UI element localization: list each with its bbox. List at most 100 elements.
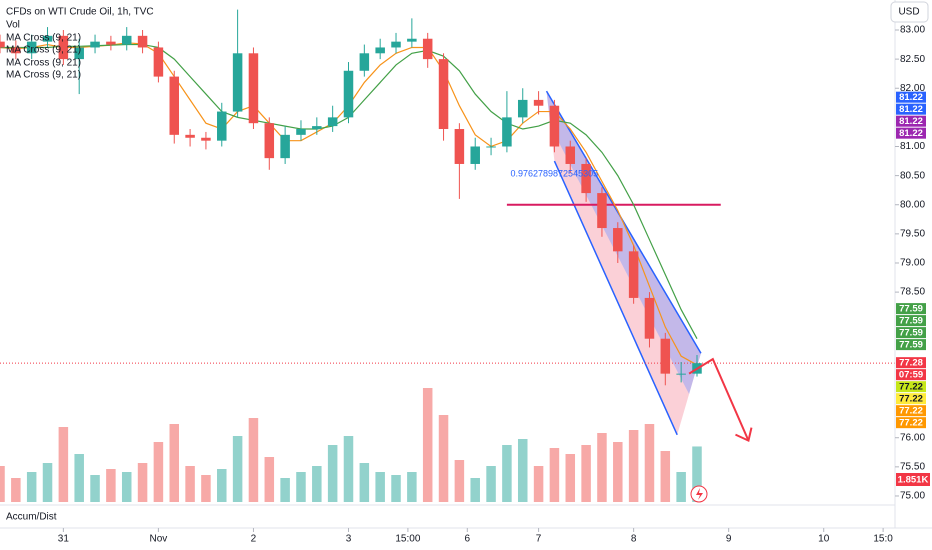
candle-body bbox=[470, 146, 480, 164]
volume-bar bbox=[676, 472, 686, 502]
x-tick-label: 6 bbox=[465, 534, 471, 545]
price-tag bbox=[896, 381, 926, 393]
volume-bar bbox=[407, 472, 417, 502]
y-tick-label: 79.50 bbox=[900, 229, 925, 240]
volume-bar bbox=[660, 451, 671, 502]
price-tag-label: 77.22 bbox=[899, 382, 923, 393]
volume-bar bbox=[26, 472, 37, 502]
volume-bar bbox=[565, 454, 576, 502]
volume-bar bbox=[58, 427, 69, 502]
candle-body bbox=[74, 47, 84, 60]
candle-body bbox=[264, 123, 275, 159]
candle-body bbox=[581, 163, 591, 194]
volume-bar bbox=[327, 445, 338, 502]
arrow-head bbox=[735, 427, 753, 443]
volume-bar bbox=[121, 472, 132, 502]
x-tick-label: 15:00 bbox=[395, 534, 420, 545]
volume-bar bbox=[438, 415, 449, 502]
volume-bar bbox=[628, 430, 639, 502]
candle-body bbox=[422, 38, 433, 60]
volume-bar bbox=[533, 466, 544, 502]
annotation: 0.9762789872545305 bbox=[511, 168, 599, 178]
candle-body bbox=[90, 41, 100, 48]
volume-bar bbox=[264, 457, 275, 502]
volume-bar bbox=[359, 463, 370, 502]
price-tag-label: 81.22 bbox=[899, 92, 923, 103]
candle-body bbox=[676, 373, 686, 375]
legend-entry: Vol bbox=[6, 20, 20, 31]
price-tag-label: 81.22 bbox=[899, 128, 923, 139]
volume-bar bbox=[502, 445, 512, 502]
arrow bbox=[688, 357, 750, 442]
y-tick-label: 81.00 bbox=[900, 141, 925, 152]
volume-bar bbox=[581, 445, 591, 502]
price-tag-label: 77.59 bbox=[899, 340, 923, 351]
volume-bar bbox=[42, 463, 53, 502]
x-tick-label: 3 bbox=[346, 534, 352, 545]
alert-bolt bbox=[696, 488, 703, 500]
candle-body bbox=[26, 41, 37, 54]
price-tag bbox=[896, 405, 926, 417]
y-tick-label: 78.50 bbox=[900, 287, 925, 298]
candle-body bbox=[106, 41, 116, 45]
volume-bar bbox=[201, 475, 211, 502]
y-tick-label: 79.00 bbox=[900, 258, 925, 269]
chart-title: CFDs on WTI Crude Oil, 1h, TVC bbox=[6, 7, 154, 18]
volume-bar bbox=[517, 439, 528, 502]
candle-body bbox=[169, 76, 179, 135]
volume-bar bbox=[11, 478, 21, 502]
x-tick-label: 9 bbox=[726, 534, 732, 545]
volume-bar bbox=[613, 442, 623, 502]
candle-body bbox=[549, 105, 560, 147]
volume-bar bbox=[692, 446, 702, 502]
candle-body bbox=[375, 47, 385, 54]
currency-box[interactable] bbox=[890, 1, 929, 23]
candle-body bbox=[391, 41, 401, 48]
price-tag bbox=[896, 315, 926, 327]
candle-body bbox=[232, 53, 243, 112]
price-tag bbox=[896, 339, 926, 351]
candle-body bbox=[407, 38, 417, 42]
candle-body bbox=[312, 126, 322, 130]
price-tag-label: 77.59 bbox=[899, 304, 923, 315]
price-tag-label: 77.28 bbox=[899, 358, 923, 369]
candle-body bbox=[486, 146, 496, 148]
candle-body bbox=[628, 251, 639, 298]
pane-label: Accum/Dist bbox=[6, 512, 57, 523]
price-tag bbox=[896, 357, 926, 369]
price-tag-label: 77.22 bbox=[899, 394, 923, 405]
candle-body bbox=[185, 134, 195, 138]
x-tick-label: 15:0 bbox=[873, 534, 893, 545]
candle-body bbox=[217, 111, 227, 141]
volume-tag bbox=[896, 473, 930, 486]
x-tick-label: Nov bbox=[150, 534, 168, 545]
volume-bar bbox=[375, 472, 385, 502]
volume-bar bbox=[280, 478, 290, 502]
price-tag bbox=[896, 127, 926, 139]
volume-bar bbox=[343, 436, 354, 502]
legend-entry: MA Cross (9, 21) bbox=[6, 33, 81, 44]
candle-body bbox=[280, 134, 290, 159]
price-tag bbox=[896, 115, 926, 127]
y-tick-label: 76.00 bbox=[900, 432, 925, 443]
volume-bar bbox=[248, 418, 259, 502]
price-tag-label: 77.22 bbox=[899, 418, 923, 429]
volume-bar bbox=[422, 388, 433, 502]
volume-bar bbox=[486, 466, 496, 502]
candle-body bbox=[644, 297, 655, 339]
countdown: 07:59 bbox=[899, 370, 923, 381]
price-tag-label: 81.22 bbox=[899, 116, 923, 127]
candle-body bbox=[121, 35, 132, 45]
candle-body bbox=[327, 117, 338, 127]
volume-bar bbox=[153, 442, 164, 502]
volume-bar bbox=[470, 478, 480, 502]
candle-body bbox=[58, 35, 69, 60]
volume-bar bbox=[454, 460, 465, 502]
y-tick-label: 83.00 bbox=[900, 25, 925, 36]
price-tag bbox=[896, 303, 926, 315]
candle-body bbox=[359, 53, 370, 71]
channel-line bbox=[553, 160, 678, 436]
volume-bar bbox=[74, 454, 84, 502]
volume-bar bbox=[597, 433, 607, 502]
